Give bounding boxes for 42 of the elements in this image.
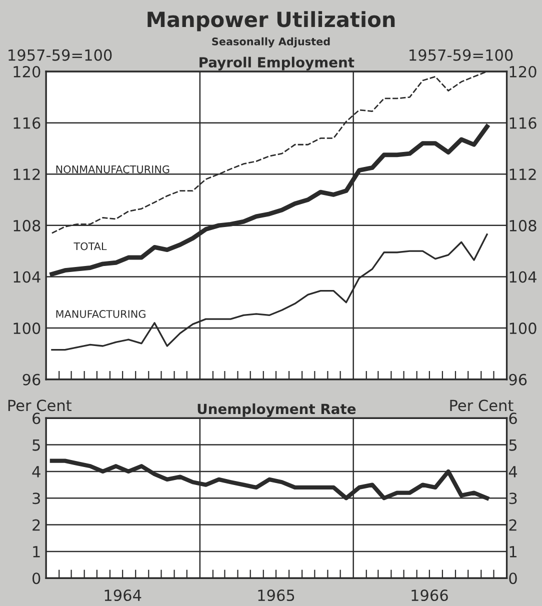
- y2-tick-label: 2: [509, 519, 516, 531]
- y-tick-label: 120: [14, 66, 40, 78]
- chart-title: Manpower Utilization: [148, 11, 395, 32]
- y-tick-label: 96: [22, 374, 40, 386]
- y2-tick-label: 120: [510, 66, 536, 78]
- y2-tick-label: 96: [509, 374, 527, 386]
- x-tick-label: 1966: [412, 590, 448, 602]
- y2-tick-label: 112: [510, 168, 536, 180]
- x-tick-label: 1965: [258, 590, 294, 602]
- x-tick-label: 1964: [104, 590, 142, 602]
- y2-axis-title: Per Cent: [450, 400, 514, 412]
- series-label: TOTAL: [74, 242, 107, 250]
- y2-tick-label: 0: [509, 572, 517, 584]
- y-tick-label: 4: [32, 466, 40, 478]
- y2-tick-label: 1: [510, 546, 516, 558]
- y-tick-label: 3: [32, 492, 40, 504]
- y2-tick-label: 108: [510, 220, 536, 232]
- y-tick-label: 108: [14, 220, 40, 232]
- y2-tick-label: 4: [508, 466, 518, 478]
- y-tick-label: 104: [14, 271, 40, 283]
- y-tick-label: 1: [33, 546, 40, 558]
- y2-tick-label: 116: [510, 117, 536, 129]
- y-axis-title: Per Cent: [8, 400, 72, 412]
- y-axis-title: 1957-59=100: [8, 49, 112, 61]
- y2-tick-label: 104: [510, 271, 536, 283]
- chart-title: Unemployment Rate: [198, 403, 356, 417]
- y-tick-label: 2: [32, 519, 40, 531]
- y-tick-label: 100: [14, 322, 40, 334]
- y-tick-label: 112: [14, 168, 40, 180]
- y2-axis-title: 1957-59=100: [410, 49, 513, 61]
- y2-tick-label: 6: [509, 412, 517, 424]
- y2-tick-label: 5: [509, 439, 517, 451]
- y2-tick-label: 3: [509, 492, 517, 504]
- y2-tick-label: 100: [510, 322, 536, 334]
- y-tick-label: 116: [14, 117, 40, 129]
- y-tick-label: 5: [32, 439, 40, 451]
- y-tick-label: 6: [32, 412, 40, 424]
- series-label: MANUFACTURING: [56, 310, 146, 318]
- y-tick-label: 0: [32, 572, 40, 584]
- text: Payroll Employment: [200, 56, 354, 70]
- series-label: NONMANUFACTURING: [56, 165, 170, 174]
- chart-subtitle: Seasonally Adjusted: [212, 37, 330, 48]
